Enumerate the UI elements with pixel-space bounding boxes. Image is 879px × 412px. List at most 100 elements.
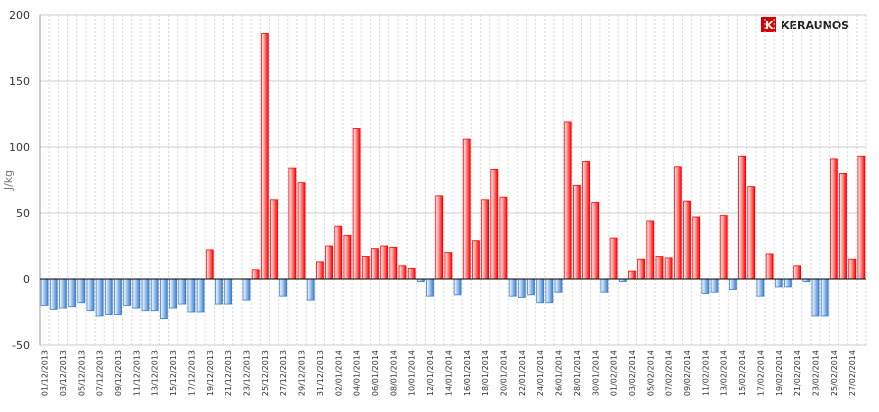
- bar: [169, 278, 177, 309]
- bar: [811, 278, 820, 317]
- bar: [517, 278, 526, 298]
- bar: [196, 278, 205, 313]
- x-tick-label: 07/12/2013: [96, 350, 105, 396]
- x-tick-label: 05/12/2013: [77, 350, 86, 396]
- bar: [260, 33, 269, 280]
- x-tick-label: 31/12/2013: [316, 350, 325, 396]
- bar: [683, 200, 691, 280]
- bar: [490, 169, 499, 280]
- x-tick-label: 14/01/2014: [444, 350, 453, 396]
- x-tick-label: 25/02/2014: [830, 350, 839, 396]
- x-tick-label: 04/01/2014: [353, 350, 362, 396]
- x-tick-label: 02/01/2014: [334, 350, 343, 396]
- bar: [628, 270, 636, 280]
- bar: [729, 278, 737, 290]
- bar: [334, 225, 343, 280]
- bar: [784, 278, 792, 288]
- bar: [738, 155, 746, 280]
- bar: [747, 186, 756, 280]
- bar: [692, 216, 701, 280]
- bar: [857, 155, 866, 280]
- bar: [398, 265, 407, 280]
- bar: [554, 278, 563, 293]
- y-tick-label: 100: [9, 141, 30, 154]
- x-tick-label: 29/12/2013: [298, 350, 307, 396]
- bar: [407, 268, 416, 280]
- bar: [123, 278, 132, 306]
- logo-icon-letter: K: [765, 19, 774, 32]
- x-tick-label: 08/01/2014: [389, 350, 398, 396]
- bar: [444, 252, 453, 280]
- x-tick-label: 26/01/2014: [555, 350, 564, 396]
- bar: [68, 278, 77, 308]
- bar: [215, 278, 223, 305]
- x-tick-label: 18/01/2014: [481, 350, 490, 396]
- bar: [719, 215, 728, 280]
- bar: [178, 278, 187, 305]
- x-tick-label: 25/12/2013: [261, 350, 270, 396]
- bar: [527, 278, 535, 296]
- bar: [848, 258, 857, 280]
- bar: [756, 278, 765, 297]
- x-tick-label: 19/02/2014: [775, 350, 784, 396]
- bar: [95, 278, 104, 317]
- x-tick-label: 11/02/2014: [701, 350, 710, 396]
- x-tick-label: 23/12/2013: [243, 350, 252, 396]
- bar: [187, 278, 196, 313]
- x-tick-label: 03/02/2014: [628, 350, 637, 396]
- bar: [325, 245, 333, 280]
- x-tick-label: 09/12/2013: [114, 350, 123, 396]
- x-tick-label: 20/01/2014: [499, 350, 508, 396]
- x-tick-label: 15/12/2013: [169, 350, 178, 396]
- bar: [77, 278, 86, 304]
- bar: [462, 138, 471, 280]
- x-tick-label: 21/02/2014: [793, 350, 802, 396]
- logo: KERAUNOS: [781, 19, 849, 32]
- x-tick-label: 21/12/2013: [224, 350, 233, 396]
- x-tick-label: 07/02/2014: [665, 350, 674, 396]
- x-tick-label: 16/01/2014: [463, 350, 472, 396]
- bar: [49, 278, 58, 310]
- x-tick-label: 17/02/2014: [756, 350, 765, 396]
- bar: [288, 167, 297, 280]
- x-tick-label: 17/12/2013: [187, 350, 196, 396]
- bar: [435, 195, 444, 280]
- bar: [306, 278, 315, 301]
- x-tick-label: 27/12/2013: [279, 350, 288, 396]
- bar: [609, 237, 618, 280]
- x-tick-label: 15/02/2014: [738, 350, 747, 396]
- bar: [664, 257, 673, 280]
- bar: [600, 278, 609, 293]
- bar: [793, 265, 802, 280]
- bar: [646, 220, 655, 280]
- bar: [499, 196, 508, 280]
- bar: [774, 278, 783, 288]
- x-tick-label: 28/01/2014: [573, 350, 582, 396]
- bar: [59, 278, 67, 309]
- bar: [536, 278, 545, 304]
- bar: [481, 199, 490, 280]
- bar: [829, 158, 838, 280]
- bar: [242, 278, 251, 301]
- x-tick-label: 11/12/2013: [132, 350, 141, 396]
- x-tick-label: 23/02/2014: [812, 350, 821, 396]
- x-tick-label: 10/01/2014: [408, 350, 417, 396]
- y-tick-label: 200: [9, 9, 30, 22]
- bar: [637, 258, 646, 280]
- bar: [352, 128, 361, 280]
- bar: [389, 246, 398, 280]
- y-tick-label: 0: [23, 273, 30, 286]
- bar: [573, 184, 581, 280]
- bar: [820, 278, 829, 317]
- x-tick-label: 01/02/2014: [610, 350, 619, 396]
- bar: [251, 269, 260, 280]
- x-tick-label: 24/01/2014: [536, 350, 545, 396]
- x-tick-label: 22/01/2014: [518, 350, 527, 396]
- bar: [279, 278, 288, 297]
- bar: [150, 278, 159, 312]
- bar: [205, 249, 214, 280]
- bar: [426, 278, 434, 297]
- x-tick-label: 12/01/2014: [426, 350, 435, 396]
- x-tick-label: 03/12/2013: [59, 350, 68, 396]
- bar: [453, 278, 462, 296]
